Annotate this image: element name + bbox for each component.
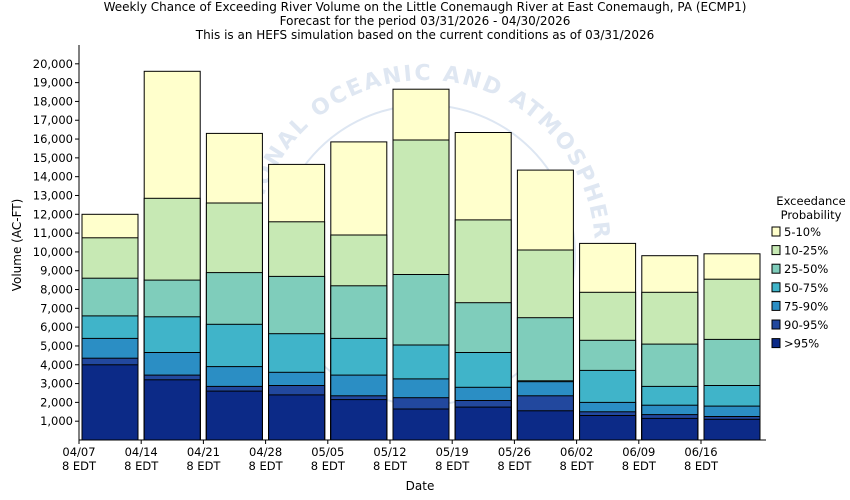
- y-tick-label: 8,000: [40, 283, 73, 297]
- legend-swatch: [771, 300, 781, 311]
- x-tick-label-time: 8 EDT: [373, 459, 408, 473]
- bar-segment-95-1: [143, 379, 201, 441]
- bar-segment-95-5: [392, 408, 450, 441]
- y-tick-label: 12,000: [33, 207, 73, 221]
- y-tick-label: 17,000: [33, 113, 73, 127]
- bar-segment-95-0: [81, 364, 139, 441]
- bar-segment-95-3: [268, 394, 326, 441]
- y-axis-label: Volume (AC-FT): [10, 199, 24, 292]
- legend-swatch: [771, 226, 781, 237]
- legend-label: 25-50%: [784, 262, 828, 276]
- bar-segment-95-6: [454, 406, 512, 441]
- legend-swatch: [771, 319, 781, 330]
- bar-segment-95-7: [516, 410, 574, 441]
- x-tick-label-time: 8 EDT: [186, 459, 221, 473]
- legend-title: Probability: [781, 208, 842, 222]
- legend-swatch: [771, 338, 781, 349]
- x-tick-label-time: 8 EDT: [497, 459, 532, 473]
- x-tick-label-date: 04/28: [249, 445, 282, 459]
- legend-swatch: [771, 282, 781, 293]
- legend-label: >95%: [784, 337, 819, 351]
- legend-label: 90-95%: [784, 318, 828, 332]
- bar-segment-95-10: [703, 418, 761, 441]
- y-tick-label: 13,000: [33, 188, 73, 202]
- legend-label: 75-90%: [784, 299, 828, 313]
- bar-segment-95-9: [641, 417, 699, 441]
- legend-label: 10-25%: [784, 244, 828, 258]
- x-tick-label-date: 04/21: [187, 445, 220, 459]
- y-tick-label: 14,000: [33, 170, 73, 184]
- legend-label: 5-10%: [784, 225, 821, 239]
- x-tick-label-date: 04/14: [125, 445, 158, 459]
- x-axis-label: Date: [406, 479, 435, 493]
- legend-label: 50-75%: [784, 281, 828, 295]
- x-tick-label-date: 04/07: [62, 445, 95, 459]
- x-tick-label-date: 06/16: [684, 445, 717, 459]
- x-tick-label-date: 06/02: [560, 445, 593, 459]
- y-tick-label: 10,000: [33, 245, 73, 259]
- x-tick-label-date: 05/26: [498, 445, 531, 459]
- x-tick-label-time: 8 EDT: [311, 459, 346, 473]
- x-tick-label-date: 05/05: [311, 445, 344, 459]
- legend-title: Exceedance: [776, 194, 845, 208]
- y-tick-label: 5,000: [40, 339, 73, 353]
- bar-segment-95-2: [205, 390, 263, 441]
- y-tick-label: 2,000: [40, 395, 73, 409]
- y-tick-label: 18,000: [33, 94, 73, 108]
- chart-subtitle-2: This is an HEFS simulation based on the …: [195, 28, 655, 42]
- x-tick-label-time: 8 EDT: [124, 459, 159, 473]
- x-tick-label-time: 8 EDT: [62, 459, 97, 473]
- y-tick-label: 1,000: [40, 414, 73, 428]
- bars: [81, 70, 761, 441]
- y-tick-label: 9,000: [40, 264, 73, 278]
- x-tick-label-time: 8 EDT: [249, 459, 284, 473]
- y-tick-label: 4,000: [40, 358, 73, 372]
- x-tick-label-time: 8 EDT: [622, 459, 657, 473]
- chart-title-block: Weekly Chance of Exceeding River Volume …: [0, 0, 850, 42]
- legend-swatch: [771, 263, 781, 274]
- bar-segment-95-8: [579, 415, 637, 441]
- chart-title: Weekly Chance of Exceeding River Volume …: [103, 0, 747, 14]
- y-tick-label: 7,000: [40, 301, 73, 315]
- y-tick-label: 19,000: [33, 76, 73, 90]
- legend-swatch: [771, 245, 781, 256]
- y-tick-label: 15,000: [33, 151, 73, 165]
- axes: 1,000 2,000 3,000 4,000 5,000 6,000 7,000 8,000…: [33, 45, 766, 473]
- x-tick-label-time: 8 EDT: [560, 459, 595, 473]
- bar-segment-95-4: [330, 399, 388, 441]
- x-tick-label-date: 05/12: [373, 445, 406, 459]
- x-tick-label-time: 8 EDT: [435, 459, 470, 473]
- y-tick-label: 11,000: [33, 226, 73, 240]
- y-tick-label: 3,000: [40, 377, 73, 391]
- y-tick-label: 20,000: [33, 57, 73, 71]
- chart-subtitle: Forecast for the period 03/31/2026 - 04/…: [279, 14, 571, 28]
- x-tick-label-date: 05/19: [436, 445, 469, 459]
- y-tick-label: 6,000: [40, 320, 73, 334]
- x-tick-label-date: 06/09: [622, 445, 655, 459]
- y-tick-label: 16,000: [33, 132, 73, 146]
- x-tick-label-time: 8 EDT: [684, 459, 719, 473]
